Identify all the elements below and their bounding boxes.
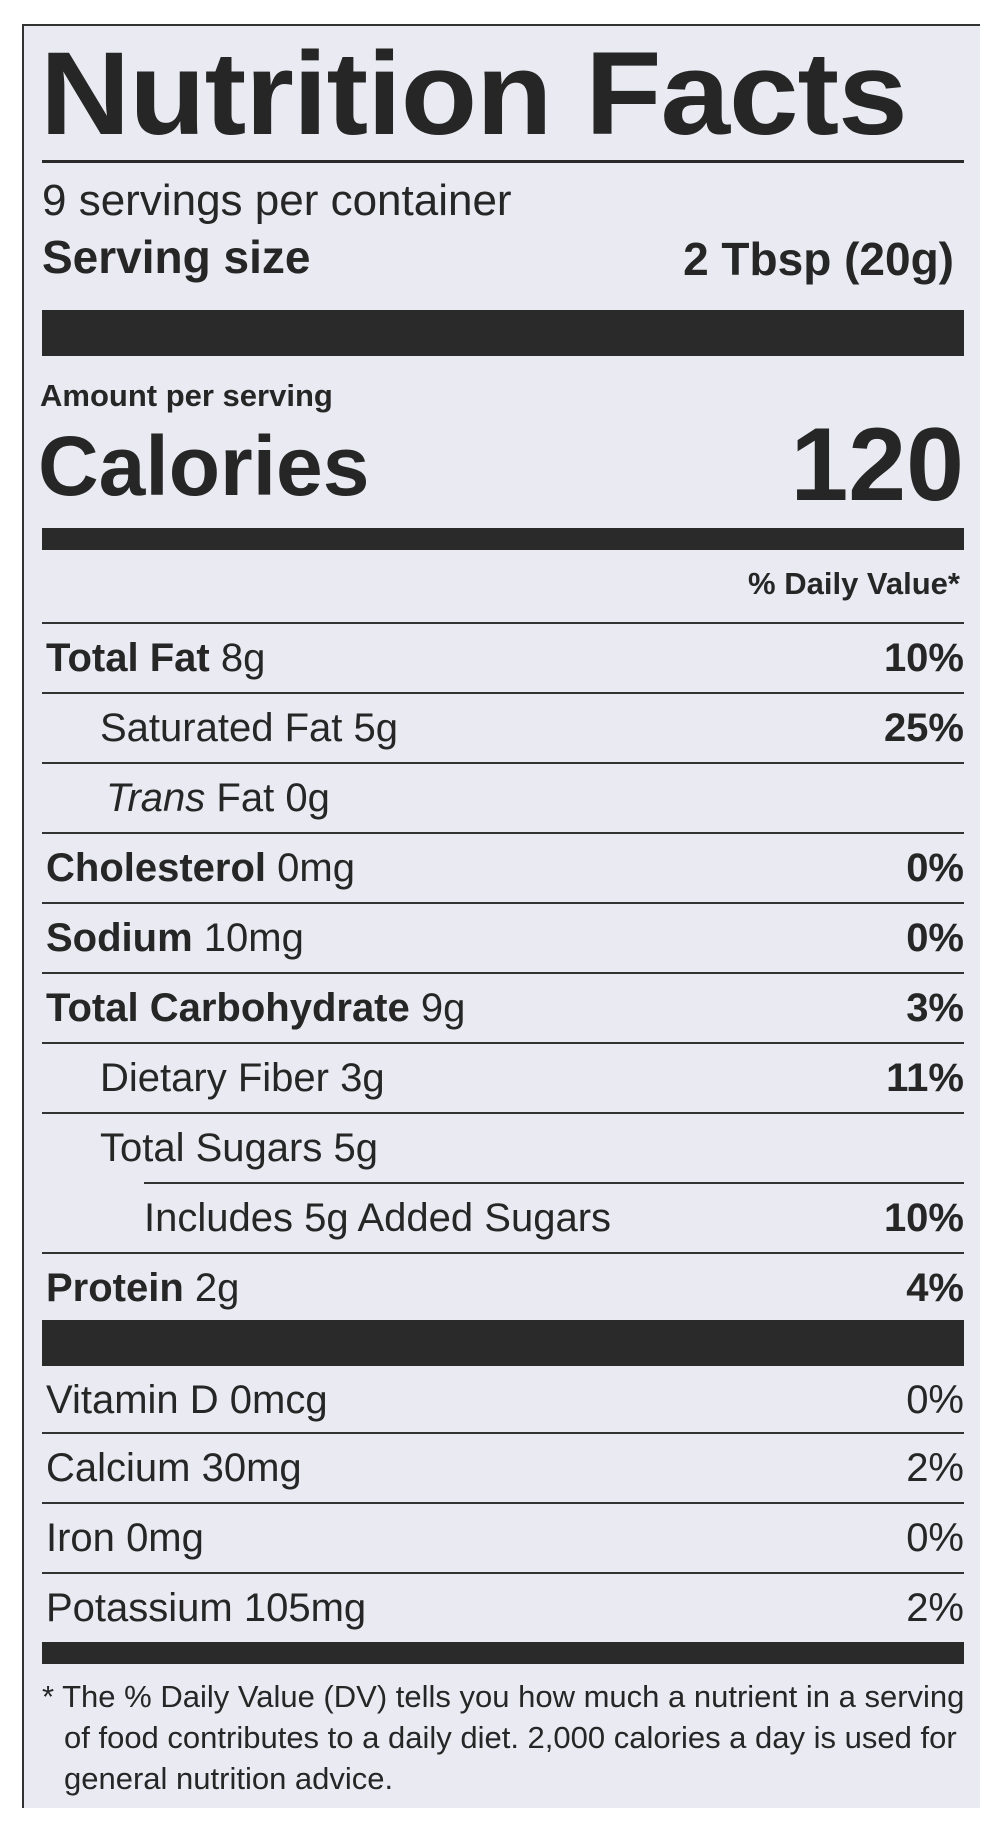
vitamin-amount: 30mg [201, 1446, 302, 1490]
nutrient-row-added-sugars: Includes 5g Added Sugars 10% [144, 1182, 964, 1254]
vitamin-amount: 0mg [126, 1516, 204, 1560]
nutrient-row-total-carbohydrate: Total Carbohydrate 9g 3% [42, 972, 964, 1044]
nutrient-amount: 0mg [277, 846, 355, 890]
calories-label: Calories [38, 419, 370, 513]
nutrient-amount: 10mg [203, 916, 304, 960]
divider [42, 160, 964, 163]
vitamin-dv: 0% [906, 1516, 964, 1560]
nutrient-row-total-fat: Total Fat 8g 10% [42, 622, 964, 694]
vitamin-name: Iron [46, 1516, 115, 1560]
nutrient-dv: 10% [883, 1196, 964, 1240]
nutrient-name: Total Carbohydrate [46, 986, 410, 1030]
amount-per-serving: Amount per serving [40, 378, 333, 413]
nutrient-dv: 0% [906, 916, 964, 960]
nutrient-name: Protein [46, 1266, 184, 1310]
thick-divider [42, 1320, 964, 1366]
servings-per-container: 9 servings per container [42, 176, 512, 225]
vitamin-dv: 2% [906, 1446, 964, 1490]
nutrient-row-protein: Protein 2g 4% [42, 1252, 964, 1324]
nutrient-name: Sodium [46, 916, 193, 960]
vitamin-amount: 105mg [243, 1586, 367, 1630]
nutrient-name: Total Sugars [100, 1126, 323, 1170]
nutrient-dv: 4% [906, 1266, 964, 1310]
vitamin-amount: 0mcg [229, 1378, 328, 1422]
footnote: * The % Daily Value (DV) tells you how m… [42, 1679, 965, 1796]
nutrient-name: Fat [216, 776, 275, 820]
daily-value-header: % Daily Value* [748, 566, 960, 601]
nutrient-dv: 11% [886, 1056, 964, 1100]
nutrient-amount: 5g [353, 706, 399, 750]
medium-divider [42, 528, 964, 550]
vitamin-name: Calcium [46, 1446, 191, 1490]
nutrient-dv: 10% [883, 636, 964, 680]
vitamin-row-vitamin-d: Vitamin D 0mcg 0% [42, 1366, 964, 1436]
nutrient-amount: 2g [194, 1266, 240, 1310]
vitamin-row-potassium: Potassium 105mg 2% [42, 1572, 964, 1644]
vitamin-dv: 0% [906, 1378, 964, 1422]
medium-divider [42, 1642, 964, 1664]
nutrient-name-italic: Trans [106, 776, 206, 820]
nutrient-name: Cholesterol [46, 846, 267, 890]
serving-size-label: Serving size [42, 231, 311, 283]
nutrient-amount: 9g [420, 986, 466, 1030]
nutrient-row-trans-fat: Trans Fat 0g [42, 762, 964, 834]
thick-divider [42, 310, 964, 356]
nutrition-label: Nutrition Facts 9 servings per container… [22, 24, 980, 1808]
nutrient-name: Includes 5g Added Sugars [144, 1196, 612, 1240]
nutrient-row-sodium: Sodium 10mg 0% [42, 902, 964, 974]
nutrient-dv: 25% [883, 706, 964, 750]
vitamin-name: Potassium [46, 1586, 233, 1630]
nutrient-row-cholesterol: Cholesterol 0mg 0% [42, 832, 964, 904]
nutrient-amount: 5g [333, 1126, 378, 1170]
nutrient-row-saturated-fat: Saturated Fat 5g 25% [42, 692, 964, 764]
nutrient-row-dietary-fiber: Dietary Fiber 3g 11% [42, 1042, 964, 1114]
vitamin-dv: 2% [906, 1586, 964, 1630]
vitamin-name: Vitamin D [46, 1378, 219, 1422]
calories-value: 120 [790, 407, 964, 523]
vitamin-row-calcium: Calcium 30mg 2% [42, 1432, 964, 1504]
nutrient-amount: 8g [220, 636, 266, 680]
nutrient-dv: 3% [906, 986, 964, 1030]
vitamin-row-iron: Iron 0mg 0% [42, 1502, 964, 1574]
label-title: Nutrition Facts [40, 28, 908, 160]
nutrient-name: Saturated Fat [100, 706, 343, 750]
nutrient-row-total-sugars: Total Sugars 5g [42, 1112, 964, 1184]
nutrient-name: Dietary Fiber [100, 1056, 329, 1100]
nutrient-name: Total Fat [46, 636, 210, 680]
nutrient-amount: 0g [285, 776, 330, 820]
nutrient-dv: 0% [906, 846, 964, 890]
nutrient-amount: 3g [340, 1056, 385, 1100]
serving-size-value: 2 Tbsp (20g) [683, 233, 954, 285]
